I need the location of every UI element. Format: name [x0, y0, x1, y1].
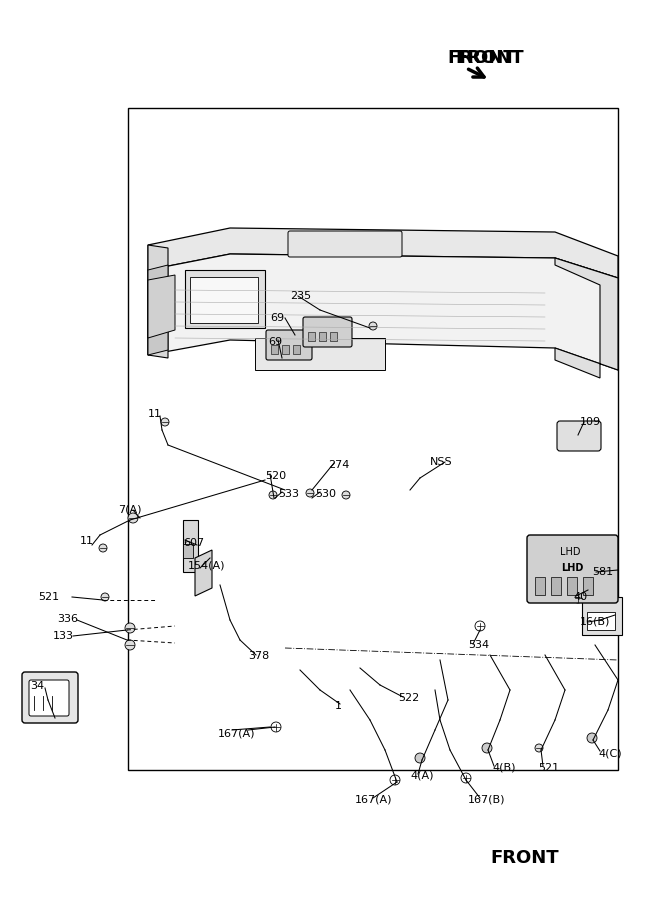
Circle shape [461, 773, 471, 783]
Text: 533: 533 [278, 489, 299, 499]
Text: 167(A): 167(A) [218, 728, 255, 738]
Text: 167(A): 167(A) [355, 795, 392, 805]
Text: 534: 534 [468, 640, 489, 650]
Circle shape [161, 418, 169, 426]
Circle shape [125, 623, 135, 633]
Text: 40: 40 [573, 592, 587, 602]
Text: LHD: LHD [561, 563, 583, 573]
Circle shape [128, 513, 138, 523]
Bar [308, 332, 315, 341]
Text: 274: 274 [328, 460, 350, 470]
Bar [282, 345, 289, 354]
Circle shape [342, 491, 350, 499]
Text: 4(C): 4(C) [598, 748, 622, 758]
Text: 522: 522 [398, 693, 420, 703]
Text: 378: 378 [248, 651, 269, 661]
Bar [190, 277, 258, 323]
FancyBboxPatch shape [22, 672, 78, 723]
Text: 109: 109 [580, 417, 601, 427]
FancyBboxPatch shape [557, 421, 601, 451]
Text: 4(A): 4(A) [410, 771, 434, 781]
Text: FRONT: FRONT [490, 849, 559, 867]
Text: 581: 581 [592, 567, 613, 577]
Circle shape [482, 743, 492, 753]
Bar [319, 332, 326, 341]
Polygon shape [148, 254, 618, 370]
FancyBboxPatch shape [29, 680, 69, 716]
Text: 607: 607 [183, 538, 204, 548]
Text: 69: 69 [268, 337, 282, 347]
FancyBboxPatch shape [303, 317, 352, 347]
Polygon shape [148, 245, 168, 358]
FancyBboxPatch shape [527, 535, 618, 603]
Bar [293, 345, 300, 354]
Text: 521: 521 [38, 592, 59, 602]
Text: 530: 530 [315, 489, 336, 499]
Polygon shape [555, 258, 618, 378]
Circle shape [269, 491, 277, 499]
Text: 520: 520 [265, 471, 286, 481]
Circle shape [587, 733, 597, 743]
Text: 69: 69 [270, 313, 284, 323]
Bar [582, 597, 622, 635]
Bar [330, 332, 337, 341]
Text: NSS: NSS [430, 457, 453, 467]
Bar [271, 345, 278, 354]
Text: 11: 11 [80, 536, 94, 546]
Bar [183, 520, 198, 572]
Circle shape [390, 775, 400, 785]
Text: 133: 133 [53, 631, 74, 641]
Bar [185, 270, 265, 328]
Bar [255, 338, 385, 370]
Text: LHD: LHD [560, 547, 580, 557]
Circle shape [475, 621, 485, 631]
Circle shape [99, 544, 107, 552]
Bar [535, 577, 545, 595]
Polygon shape [148, 228, 618, 278]
Bar [587, 612, 615, 630]
Text: 4(B): 4(B) [492, 763, 516, 773]
Circle shape [306, 489, 314, 497]
FancyBboxPatch shape [288, 231, 402, 257]
Circle shape [101, 593, 109, 601]
Text: 11: 11 [148, 409, 162, 419]
Text: 235: 235 [290, 291, 311, 301]
Bar [567, 577, 577, 595]
Polygon shape [148, 265, 168, 355]
Text: 34: 34 [30, 681, 44, 691]
Text: FRONT: FRONT [456, 49, 524, 67]
FancyBboxPatch shape [266, 330, 312, 360]
Circle shape [415, 753, 425, 763]
Text: 7(A): 7(A) [118, 505, 141, 515]
Text: FRONT: FRONT [448, 49, 516, 67]
Circle shape [535, 744, 543, 752]
Text: 154(A): 154(A) [188, 561, 225, 571]
Text: 521: 521 [538, 763, 559, 773]
Text: 1: 1 [335, 701, 342, 711]
Circle shape [125, 640, 135, 650]
Circle shape [369, 322, 377, 330]
Text: 16(B): 16(B) [580, 617, 610, 627]
Bar [583, 577, 593, 595]
Circle shape [573, 593, 583, 603]
Polygon shape [195, 550, 212, 596]
Bar [183, 544, 193, 558]
Text: 336: 336 [57, 614, 78, 624]
Circle shape [271, 722, 281, 732]
Polygon shape [148, 275, 175, 338]
Bar [128, 108, 618, 770]
Text: 167(B): 167(B) [468, 795, 506, 805]
Bar [551, 577, 561, 595]
